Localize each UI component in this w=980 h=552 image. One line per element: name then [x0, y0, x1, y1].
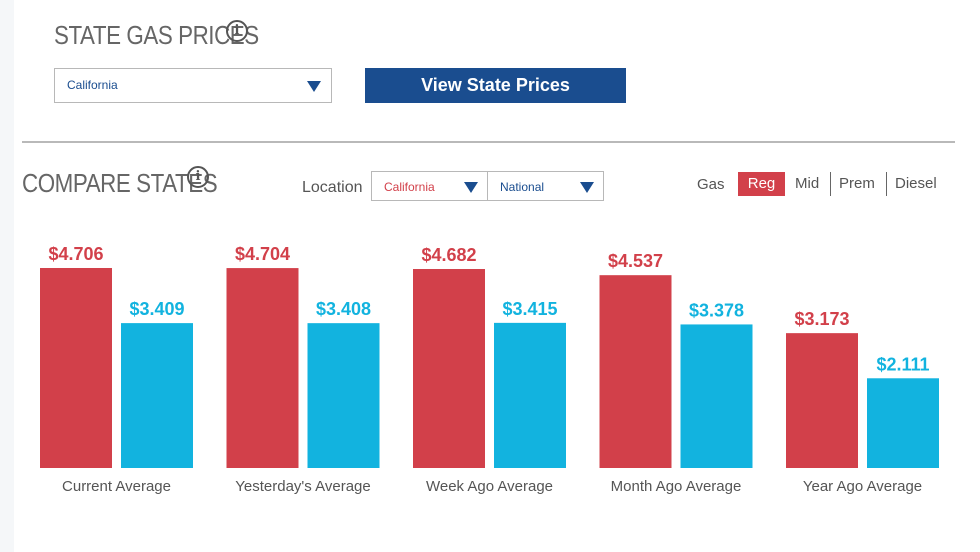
national-value-label-4: $3.378 [689, 300, 744, 320]
compare-states-chart: $4.706 $3.409 Current Average $4.704 $3.408 Y… [40, 244, 939, 495]
location-a-select[interactable]: California [371, 171, 488, 201]
state-bar-3 [413, 269, 485, 468]
national-value-label-2: $3.408 [316, 299, 371, 319]
info-icon[interactable]: i [187, 166, 209, 188]
category-label-3: Week Ago Average [426, 478, 553, 495]
state-value-label-1: $4.706 [48, 244, 103, 264]
chevron-down-icon [580, 182, 594, 193]
location-label: Location [302, 179, 363, 196]
location-b-value: National [500, 180, 545, 194]
state-bar-5 [786, 333, 858, 468]
compare-states-title: COMPARE STATES [22, 168, 218, 198]
national-value-label-3: $3.415 [502, 299, 557, 319]
left-gutter [0, 0, 14, 552]
state-select-value: California [67, 78, 118, 92]
state-value-label-5: $3.173 [794, 309, 849, 329]
national-bar-3 [494, 322, 566, 468]
grade-label: Gas [697, 176, 725, 193]
chevron-down-icon [464, 182, 478, 193]
chevron-down-icon [307, 81, 321, 92]
view-state-prices-button[interactable]: View State Prices [365, 68, 626, 103]
state-gas-prices-title: STATE GAS PRICES [54, 20, 259, 50]
national-bar-1 [121, 323, 193, 468]
national-bar-4 [680, 324, 753, 468]
category-label-5: Year Ago Average [803, 478, 922, 495]
location-a-value: California [384, 180, 435, 194]
grade-mid-tab[interactable]: Mid [795, 175, 820, 192]
section-divider [22, 141, 955, 143]
info-icon[interactable]: i [226, 20, 248, 42]
national-value-label-1: $3.409 [129, 299, 184, 319]
grade-diesel-tab[interactable]: Diesel [895, 175, 937, 192]
grade-divider [886, 172, 887, 196]
national-value-label-5: $2.111 [876, 354, 929, 374]
national-bar-2 [307, 323, 380, 468]
state-value-label-2: $4.704 [235, 244, 290, 264]
state-value-label-3: $4.682 [421, 245, 476, 265]
category-label-2: Yesterday's Average [235, 478, 370, 495]
state-bar-1 [40, 267, 112, 468]
state-bar-4 [599, 275, 672, 468]
category-label-4: Month Ago Average [611, 478, 742, 495]
state-bar-2 [226, 268, 299, 468]
national-bar-5 [867, 378, 939, 468]
grade-prem-tab[interactable]: Prem [839, 175, 875, 192]
category-label-1: Current Average [62, 478, 171, 495]
grade-divider [830, 172, 831, 196]
grade-reg-tab[interactable]: Reg [738, 172, 785, 196]
state-select[interactable]: California [54, 68, 332, 103]
location-b-select[interactable]: National [487, 171, 604, 201]
state-value-label-4: $4.537 [608, 251, 663, 271]
